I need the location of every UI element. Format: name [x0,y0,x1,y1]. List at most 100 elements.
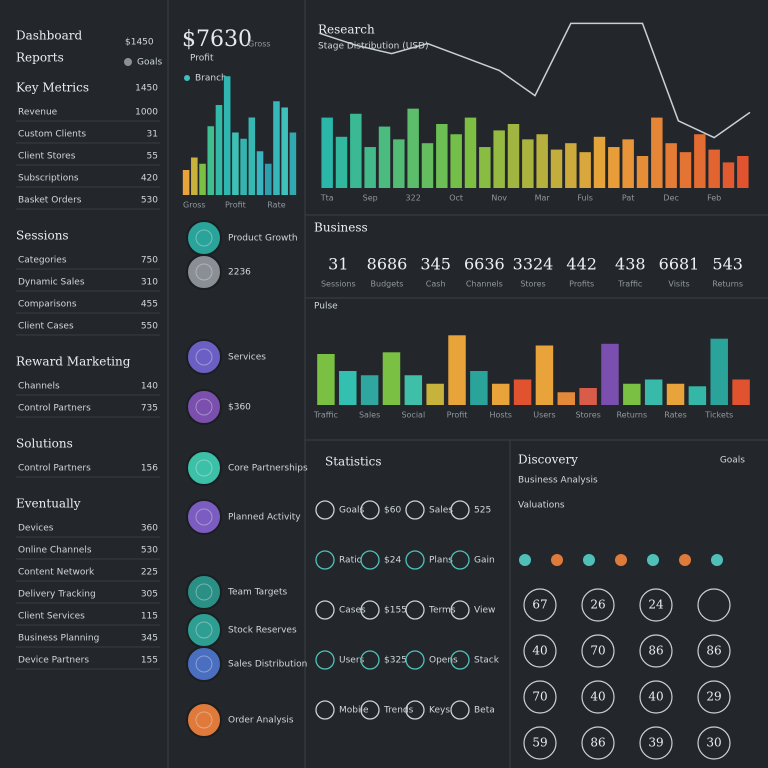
bar [623,383,641,405]
legend-swatch [184,75,190,81]
ring-label: 86 [590,736,605,750]
bar [651,117,663,188]
icon [450,700,470,720]
bar [240,138,247,195]
x-tick-label: Profit [447,411,468,420]
bar [579,152,591,188]
section-heading: Sessions [16,229,69,243]
circle-label: Planned Activity [228,513,301,523]
bar [665,143,677,188]
ring [581,634,615,668]
item-value: 750 [141,256,158,266]
bar [666,383,685,405]
item-label: Custom Clients [18,130,86,140]
bar [199,163,206,195]
item-label: Online Channels [18,546,92,556]
kpi-value: 8686 [367,255,408,274]
icon [360,600,380,620]
bar [404,375,423,405]
icon [647,554,659,566]
donut-hole [195,621,213,639]
bar [382,352,401,405]
donut-hole [195,655,213,673]
icon [583,554,595,566]
bar [710,338,728,405]
icon-label: Keys [429,706,450,716]
x-tick-label: Traffic [313,411,338,420]
item-value: 31 [147,130,158,140]
bar [493,130,505,188]
kpi-note: Profits [569,280,594,289]
ring-label: 40 [532,644,547,658]
icon-label: Sales [429,506,453,516]
bar [281,107,288,195]
panel-note: Valuations [518,501,565,511]
section-heading: Reward Marketing [16,355,131,369]
bar [535,345,554,405]
item-label: Channels [18,382,60,392]
section-heading: Solutions [16,437,73,451]
bar [360,375,379,405]
icon-label: Beta [474,706,495,716]
bar [644,379,663,405]
icon [450,600,470,620]
icon-label: $24 [384,556,401,566]
x-tick-label: Social [401,411,425,420]
donut [186,254,222,290]
bar [182,170,190,195]
bar [393,139,405,188]
donut [186,646,222,682]
item-label: Content Network [18,568,95,578]
donut-hole [195,398,213,416]
trend-line [319,22,751,139]
icon-label: Terms [428,606,456,616]
ring [581,680,615,714]
item-value: 140 [141,382,158,392]
bar [601,343,619,405]
item-label: Delivery Tracking [18,590,96,600]
sidebar-subtitle-value: Goals [137,58,162,68]
x-tick-label: Pat [622,194,635,203]
circle-label: Team Targets [227,588,287,598]
bar [448,335,466,405]
icon [360,700,380,720]
icon [315,650,335,670]
panel-title: Discovery [518,453,578,467]
item-label: Categories [18,256,67,266]
panel-title: Statistics [325,455,382,469]
bar [470,371,488,405]
icon [519,554,531,566]
kpi-note: Sessions [321,280,356,289]
bar [479,147,491,188]
icon-label: View [474,606,495,616]
ring [523,634,557,668]
bar [335,136,348,188]
icon [450,500,470,520]
x-tick-label: Returns [616,411,647,420]
item-value: 550 [141,322,158,332]
ring [581,726,615,760]
x-tick-label: Nov [491,194,507,203]
kpi-value: 345 [420,255,451,274]
bar [636,156,649,188]
bar [737,156,749,188]
icon-label: $60 [384,506,401,516]
summary-label: Profit [190,54,214,64]
kpi-value: 3324 [513,255,554,274]
status-dot [124,58,132,66]
kpi-note: Visits [668,280,689,289]
item-label: Device Partners [18,656,89,666]
ring [639,680,673,714]
item-label: Client Stores [18,152,76,162]
bar [273,101,280,195]
icon [405,650,425,670]
icon [315,600,335,620]
item-label: Basket Orders [18,196,82,206]
ring [697,634,731,668]
icon [360,550,380,570]
bar [450,134,462,188]
x-tick-label: Mar [535,194,551,203]
item-value: 360 [141,524,158,534]
bar [622,139,634,188]
bar [522,139,534,188]
